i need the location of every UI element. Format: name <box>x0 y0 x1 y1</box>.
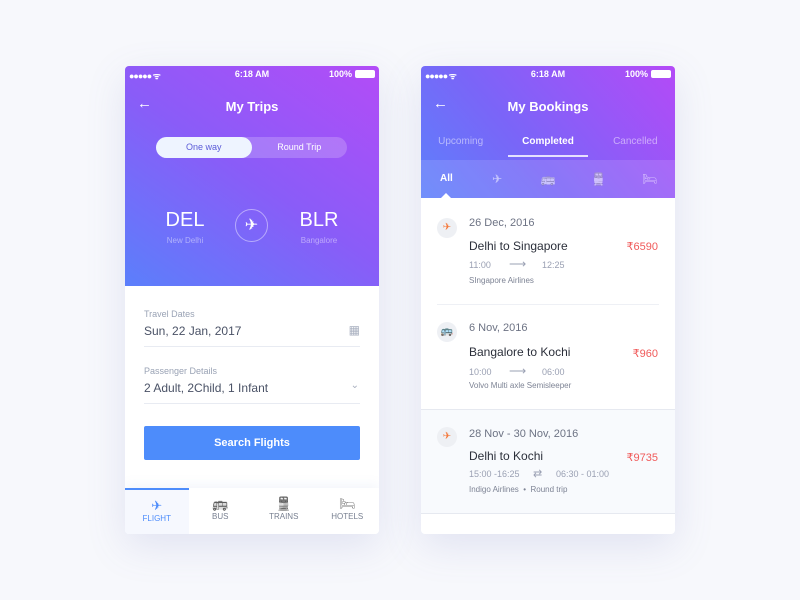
departure-time: 15:00 -16:25 <box>469 469 520 479</box>
booking-route: Bangalore to Kochi <box>469 345 571 359</box>
page-title: My Bookings <box>507 99 589 114</box>
toggle-round-trip[interactable]: Round Trip <box>277 142 322 152</box>
tab-upcoming[interactable]: Upcoming <box>438 136 484 147</box>
booking-price: ₹9735 <box>626 452 658 464</box>
filter-hotel-icon[interactable]: 🛏 <box>641 172 658 186</box>
tab-trains[interactable]: 🚆 TRAINS <box>252 488 316 534</box>
calendar-icon[interactable]: ▦ <box>348 323 360 337</box>
page-title: My Trips <box>225 99 279 114</box>
my-bookings-screen: ●●●●● ᯤ 6:18 AM 100% ← My Bookings Upcom… <box>421 66 675 534</box>
airplane-icon: ✈ <box>244 217 259 234</box>
from-city: New Delhi <box>166 236 204 245</box>
booking-card[interactable]: ✈ 28 Nov - 30 Nov, 2016 Delhi to Kochi ₹… <box>421 410 675 514</box>
airplane-icon: ✈ <box>151 498 163 513</box>
bus-icon: 🚌 <box>212 496 229 511</box>
booking-operator: Volvo Multi axle Semisleeper <box>469 381 572 390</box>
tab-hotels[interactable]: 🛏 HOTELS <box>316 488 380 534</box>
tab-label: FLIGHT <box>142 514 171 523</box>
trip-type-toggle: One way Round Trip <box>156 137 347 158</box>
tab-bus[interactable]: 🚌 BUS <box>189 488 253 534</box>
divider <box>144 403 360 404</box>
battery-icon <box>355 70 375 78</box>
status-time: 6:18 AM <box>234 69 270 79</box>
passenger-label: Passenger Details <box>144 366 218 376</box>
departure-time: 11:00 <box>469 260 491 270</box>
booking-status-tabs: Upcoming Completed Cancelled <box>421 136 675 157</box>
tab-completed[interactable]: Completed <box>508 136 588 157</box>
bed-icon: 🛏 <box>338 496 356 511</box>
arrow-right-icon: ⟶ <box>509 364 527 378</box>
my-trips-screen: ●●●●● ᯤ 6:18 AM 100% ← My Trips One way … <box>125 66 379 534</box>
travel-dates-field[interactable]: Sun, 22 Jan, 2017 <box>144 324 242 338</box>
booking-date: 28 Nov - 30 Nov, 2016 <box>469 428 579 440</box>
tab-label: BUS <box>212 512 229 521</box>
swap-airplane-button[interactable]: ✈ <box>235 209 268 242</box>
to-city: Bangalore <box>300 236 338 245</box>
booking-operator: SIngapore Airlines <box>469 276 534 285</box>
battery: 100% <box>329 69 375 79</box>
divider <box>144 346 360 347</box>
battery-level: 100% <box>624 69 648 79</box>
filter-all[interactable]: All <box>421 160 472 198</box>
booking-operator: Indigo Airlines • Round trip <box>469 485 568 494</box>
arrival-time: 06:00 <box>542 367 565 377</box>
back-button[interactable]: ← <box>137 95 152 112</box>
chevron-down-icon[interactable]: ⌄ <box>350 380 359 391</box>
booking-date: 6 Nov, 2016 <box>469 322 528 334</box>
arrival-time: 12:25 <box>542 260 565 270</box>
signal-icon: ●●●●● ᯤ <box>129 71 161 81</box>
arrow-right-icon: ⟶ <box>509 257 527 271</box>
battery: 100% <box>625 69 671 79</box>
bus-icon: 🚌 <box>437 322 457 342</box>
arrival-time: 06:30 - 01:00 <box>556 469 610 479</box>
airplane-icon: ✈ <box>437 427 457 447</box>
toggle-one-way[interactable]: One way <box>156 137 252 158</box>
to-code[interactable]: BLR <box>299 209 339 231</box>
booking-card[interactable]: ✈ 26 Dec, 2016 Delhi to Singapore ₹6590 … <box>421 198 675 305</box>
battery-icon <box>651 70 671 78</box>
tab-label: HOTELS <box>331 512 364 521</box>
status-bar: ●●●●● ᯤ 6:18 AM 100% <box>125 66 379 82</box>
booking-card[interactable]: 🚌 6 Nov, 2016 Bangalore to Kochi ₹960 10… <box>421 305 675 410</box>
travel-dates-label: Travel Dates <box>144 309 195 319</box>
tab-label: TRAINS <box>269 512 299 521</box>
search-flights-button[interactable]: Search Flights <box>144 426 360 460</box>
booking-route: Delhi to Singapore <box>469 239 568 253</box>
trips-header <box>125 66 379 286</box>
category-filter: All ✈ 🚌 🚆 🛏 <box>421 160 675 198</box>
tab-cancelled[interactable]: Cancelled <box>613 136 658 147</box>
back-button[interactable]: ← <box>433 95 448 112</box>
round-trip-icon: ⇄ <box>533 468 543 480</box>
divider <box>437 304 659 305</box>
tab-flight[interactable]: ✈ FLIGHT <box>125 488 189 534</box>
booking-price: ₹960 <box>632 348 658 360</box>
bottom-tab-bar: ✈ FLIGHT 🚌 BUS 🚆 TRAINS 🛏 HOTELS <box>125 488 379 534</box>
bookings-header <box>421 66 675 198</box>
airplane-icon: ✈ <box>437 218 457 238</box>
from-code[interactable]: DEL <box>165 209 205 231</box>
filter-train-icon[interactable]: 🚆 <box>591 172 607 186</box>
train-icon: 🚆 <box>275 496 292 511</box>
status-time: 6:18 AM <box>530 69 566 79</box>
passenger-field[interactable]: 2 Adult, 2Child, 1 Infant <box>144 381 269 395</box>
filter-flight-icon[interactable]: ✈ <box>492 172 503 186</box>
booking-route: Delhi to Kochi <box>469 449 544 463</box>
booking-price: ₹6590 <box>626 241 658 253</box>
filter-bus-icon[interactable]: 🚌 <box>540 172 556 186</box>
battery-level: 100% <box>328 69 352 79</box>
departure-time: 10:00 <box>469 367 492 377</box>
signal-icon: ●●●●● ᯤ <box>425 71 457 81</box>
status-bar: ●●●●● ᯤ 6:18 AM 100% <box>421 66 675 82</box>
booking-date: 26 Dec, 2016 <box>469 217 535 229</box>
